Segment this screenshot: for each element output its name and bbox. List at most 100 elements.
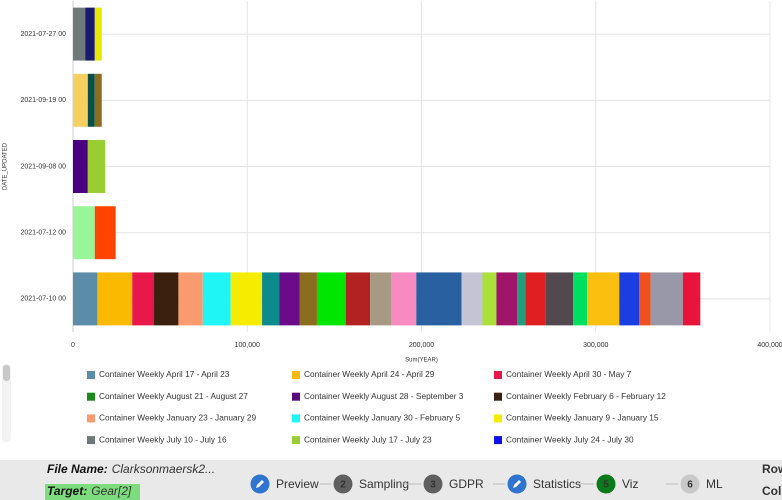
x-tick-label: 200,000 <box>409 342 434 349</box>
bar-segment <box>202 272 231 326</box>
legend-swatch <box>292 414 300 423</box>
step-number: 6 <box>687 480 693 491</box>
legend-swatch <box>87 371 95 379</box>
bar-segment <box>573 272 588 326</box>
bar-segment <box>416 272 462 326</box>
bar-segment <box>619 272 640 326</box>
step-number: 5 <box>603 480 609 491</box>
x-tick-label: 100,000 <box>235 342 260 349</box>
legend-swatch <box>292 392 300 401</box>
legend-swatch <box>494 392 502 401</box>
step-icon[interactable] <box>596 474 616 494</box>
bar-segment <box>73 140 88 193</box>
legend-swatch <box>494 414 502 423</box>
bar-segment <box>639 272 651 326</box>
bar-segment <box>73 7 86 61</box>
target: Target: Gear[2] <box>47 484 132 498</box>
legend-label: Container Weekly April 30 - May 7 <box>506 369 632 379</box>
bar-segment <box>73 206 95 260</box>
y-tick-label: 2021-09-19 00 <box>20 97 66 104</box>
step-label[interactable]: ML <box>706 477 723 491</box>
bar-segment <box>85 7 95 61</box>
legend-swatch <box>292 436 300 445</box>
legend-label: Container Weekly January 23 - January 29 <box>99 413 256 423</box>
legend-swatch <box>292 371 300 379</box>
file-label: File Name: <box>47 462 108 476</box>
legend-label: Container Weekly August 28 - September 3 <box>304 391 464 401</box>
legend-label: Container Weekly April 17 - April 23 <box>99 369 230 379</box>
target-highlight <box>45 484 140 500</box>
target-value: Gear[2] <box>91 484 132 498</box>
bar-segment <box>262 272 280 326</box>
step-icon[interactable] <box>423 474 443 494</box>
bar-segment <box>496 272 518 326</box>
y-tick-label: 2021-07-10 00 <box>20 296 66 303</box>
y-tick-label: 2021-07-12 00 <box>20 230 66 237</box>
legend-scroll-track <box>2 364 11 442</box>
step-label[interactable]: Statistics <box>533 477 581 491</box>
bar-segment <box>482 272 497 326</box>
bar-segment <box>154 272 179 326</box>
legend-swatch <box>87 414 95 423</box>
legend-label: Container Weekly April 24 - April 29 <box>304 369 435 379</box>
legend-swatch <box>87 436 95 445</box>
step-icon[interactable] <box>680 474 700 494</box>
x-tick-label: 400,000 <box>757 342 782 349</box>
legend-swatch <box>494 436 502 445</box>
pencil-icon <box>513 480 521 488</box>
legend-swatch <box>494 371 502 379</box>
legend-label: Container Weekly February 6 - February 1… <box>506 391 666 401</box>
legend-label: Container Weekly August 21 - August 27 <box>99 391 248 401</box>
bar-segment <box>391 272 417 326</box>
y-tick-label: 2021-07-27 00 <box>20 31 66 38</box>
y-axis-title: DATE_UPDATED <box>3 142 9 190</box>
info-label: Row <box>762 462 782 476</box>
legend-label: Container Weekly July 10 - July 16 <box>99 434 227 444</box>
bar-segment <box>73 272 98 326</box>
bar-segment <box>545 272 574 326</box>
bar-segment <box>316 272 346 326</box>
bar-segment <box>517 272 526 326</box>
file-value: Clarksonmaersk2... <box>112 462 215 476</box>
bar-segment <box>370 272 392 326</box>
y-tick-label: 2021-09-08 00 <box>20 163 66 170</box>
legend-label: Container Weekly January 30 - February 5 <box>304 413 461 423</box>
legend-swatch <box>87 392 95 401</box>
x-tick-label: 0 <box>71 342 75 349</box>
file-name: File Name: Clarksonmaersk2... <box>47 462 215 476</box>
bar-segment <box>94 206 116 260</box>
legend-scrollbar[interactable] <box>3 365 10 381</box>
bar-segment <box>94 73 102 127</box>
legend-label: Container Weekly January 9 - January 15 <box>506 413 659 423</box>
bar-segment <box>650 272 683 326</box>
bar-segment <box>97 272 133 326</box>
step-number: 2 <box>340 480 346 491</box>
bar-segment <box>299 272 317 326</box>
legend-label: Container Weekly July 17 - July 23 <box>304 434 432 444</box>
step-label[interactable]: Sampling <box>359 477 409 491</box>
bar-segment <box>73 73 88 127</box>
bar-segment <box>525 272 546 326</box>
target-label: Target: <box>47 484 87 498</box>
legend-label: Container Weekly July 24 - July 30 <box>506 434 634 444</box>
step-label[interactable]: GDPR <box>449 477 484 491</box>
x-tick-label: 300,000 <box>583 342 608 349</box>
bar-segment <box>230 272 263 326</box>
info-label: Col <box>762 484 781 498</box>
bar-segment <box>345 272 371 326</box>
bar-segment <box>94 7 102 61</box>
step-number: 3 <box>430 480 436 491</box>
step-label[interactable]: Preview <box>276 477 319 491</box>
bar-segment <box>87 73 95 127</box>
bar-segment <box>279 272 300 326</box>
bar-segment <box>587 272 620 326</box>
bar-segment <box>178 272 203 326</box>
bar-segment <box>132 272 155 326</box>
bar-segment <box>461 272 483 326</box>
step-label[interactable]: Viz <box>622 477 638 491</box>
pencil-icon <box>256 480 264 488</box>
step-icon[interactable] <box>333 474 353 494</box>
bar-segment <box>682 272 701 326</box>
x-axis-title: Sum(YEAR) <box>405 358 438 364</box>
